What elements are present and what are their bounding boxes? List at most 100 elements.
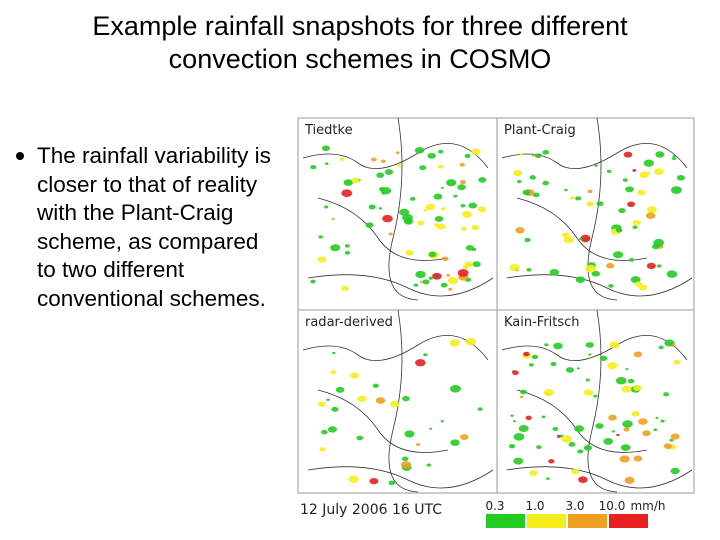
rain-cell bbox=[460, 204, 466, 208]
rain-cell bbox=[670, 433, 680, 440]
rain-cell bbox=[671, 344, 676, 348]
rain-cell bbox=[606, 169, 612, 174]
rain-cell bbox=[310, 164, 317, 170]
rain-cell bbox=[459, 180, 466, 185]
legend-label: 3.0 bbox=[565, 499, 584, 513]
rain-cell bbox=[542, 180, 549, 186]
map-panel: Kain-Fritsch bbox=[499, 309, 693, 493]
rain-cell bbox=[319, 447, 326, 452]
rain-cell bbox=[419, 280, 423, 283]
rain-cell bbox=[552, 426, 559, 431]
rain-cell bbox=[440, 282, 448, 288]
rain-cell bbox=[618, 207, 626, 214]
rain-cell bbox=[440, 207, 446, 211]
rain-cell bbox=[462, 265, 469, 270]
rain-cell bbox=[330, 370, 337, 375]
rain-cell bbox=[384, 169, 394, 175]
rain-cell bbox=[549, 269, 560, 276]
rain-cell bbox=[553, 342, 563, 350]
rain-cell bbox=[658, 345, 664, 350]
rain-cell bbox=[324, 205, 329, 209]
rain-cell bbox=[513, 433, 525, 441]
rain-cell bbox=[563, 236, 574, 244]
rain-cell bbox=[594, 164, 598, 167]
rain-cell bbox=[331, 217, 335, 221]
rain-cell bbox=[541, 415, 546, 419]
rain-cell bbox=[370, 157, 377, 162]
rain-cell bbox=[634, 281, 643, 287]
rain-cell bbox=[529, 175, 536, 180]
rain-cell bbox=[450, 439, 460, 446]
rain-cell bbox=[543, 389, 554, 397]
panel-label: radar-derived bbox=[305, 315, 393, 330]
rain-cell bbox=[585, 378, 590, 382]
rain-cell bbox=[531, 354, 539, 360]
legend-swatch bbox=[568, 514, 607, 528]
rain-cell bbox=[341, 189, 353, 198]
map-panel: Tiedtke bbox=[300, 117, 494, 301]
rain-cell bbox=[356, 435, 364, 441]
panel-label-bg bbox=[499, 312, 589, 330]
rain-cell bbox=[526, 268, 532, 272]
rain-cell bbox=[440, 186, 444, 190]
rain-cell bbox=[380, 159, 386, 163]
rain-cell bbox=[402, 213, 414, 222]
rain-cell bbox=[576, 367, 580, 370]
rain-cell bbox=[528, 363, 534, 367]
rain-cell bbox=[351, 177, 360, 184]
rain-cell bbox=[580, 234, 591, 242]
rain-cell bbox=[608, 414, 617, 421]
rain-cell bbox=[332, 351, 336, 355]
rain-cell bbox=[613, 251, 624, 259]
rain-cell bbox=[460, 226, 467, 232]
rain-cell bbox=[372, 383, 379, 388]
rain-cell bbox=[591, 270, 600, 277]
rain-cell bbox=[395, 151, 400, 155]
rain-cell bbox=[341, 285, 349, 292]
rain-cell bbox=[519, 395, 524, 399]
rain-cell bbox=[646, 262, 656, 270]
rain-cell bbox=[663, 443, 673, 450]
rain-cell bbox=[544, 343, 549, 347]
rain-cell bbox=[471, 224, 480, 231]
rain-cell bbox=[516, 180, 522, 184]
rain-cell bbox=[335, 386, 345, 393]
rain-cell bbox=[616, 433, 620, 437]
bullet-marker bbox=[16, 152, 24, 160]
rain-cell bbox=[428, 276, 433, 280]
rain-cell bbox=[321, 145, 330, 152]
rain-cell bbox=[471, 148, 481, 155]
rain-cell bbox=[625, 186, 634, 193]
rain-cell bbox=[673, 359, 681, 365]
map-panel: radar-derived bbox=[300, 309, 494, 493]
rain-cell bbox=[400, 461, 412, 469]
rain-cell bbox=[388, 480, 396, 486]
rain-cell bbox=[462, 210, 473, 218]
rain-cell bbox=[524, 237, 531, 243]
rain-cell bbox=[433, 193, 443, 200]
rain-cell bbox=[630, 276, 641, 284]
map-border bbox=[302, 309, 494, 493]
rain-cell bbox=[423, 208, 427, 212]
rain-cell bbox=[310, 279, 316, 284]
rain-cell bbox=[350, 372, 359, 379]
panel-label-bg bbox=[300, 312, 390, 330]
rain-cell bbox=[508, 444, 516, 449]
rain-cell bbox=[513, 457, 524, 465]
rain-cell bbox=[318, 235, 324, 239]
legend-unit: mm/h bbox=[630, 499, 665, 513]
rain-cell bbox=[453, 194, 458, 198]
rain-cell bbox=[460, 434, 469, 441]
rain-cell bbox=[413, 283, 419, 287]
rain-cell bbox=[595, 423, 604, 429]
rain-cell bbox=[619, 455, 630, 463]
rain-cell bbox=[449, 384, 461, 393]
rain-cell bbox=[542, 149, 550, 155]
rain-cell bbox=[365, 222, 374, 228]
rain-cell bbox=[512, 420, 516, 423]
rain-cell bbox=[585, 264, 597, 273]
legend-swatch bbox=[527, 514, 566, 528]
rain-cell bbox=[401, 456, 409, 461]
rain-cell bbox=[666, 270, 678, 278]
